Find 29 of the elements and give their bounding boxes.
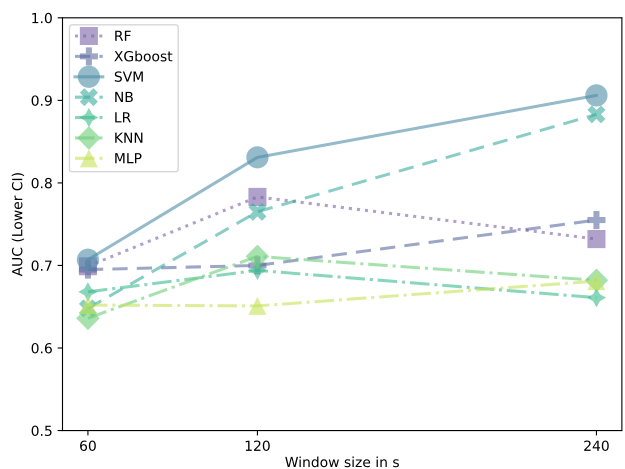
point	[248, 296, 266, 315]
legend-label: KNN	[115, 132, 142, 143]
legend-label: RF	[115, 30, 131, 41]
legend-label: NB	[115, 92, 133, 102]
y-tick-label: 0.6	[32, 342, 52, 354]
point	[585, 84, 608, 107]
legend-label: SVM	[114, 71, 143, 82]
point	[246, 146, 269, 168]
y-tick-label: 0.5	[32, 426, 52, 436]
x-tick-label: 60	[80, 440, 96, 452]
point	[587, 211, 606, 230]
legend-label: MLP	[115, 153, 142, 164]
y-tick-label: 0.7	[32, 260, 52, 271]
legend-label: LR	[115, 112, 131, 122]
point	[587, 230, 606, 248]
y-tick-label: 0.9	[32, 95, 52, 106]
legend-label: XGboost	[114, 50, 172, 62]
x-tick-label: 120	[246, 440, 270, 452]
x-axis-title: Window size in s	[285, 456, 399, 468]
point	[248, 202, 266, 221]
y-tick-label: 0.8	[32, 178, 52, 188]
y-axis-title: AUC (Lower CI)	[12, 173, 24, 276]
point	[587, 105, 606, 124]
y-tick-label: 1.0	[32, 12, 52, 24]
point	[78, 296, 97, 314]
point	[76, 248, 100, 271]
x-tick-label: 240	[584, 440, 609, 452]
point	[246, 244, 270, 268]
point	[248, 188, 266, 206]
